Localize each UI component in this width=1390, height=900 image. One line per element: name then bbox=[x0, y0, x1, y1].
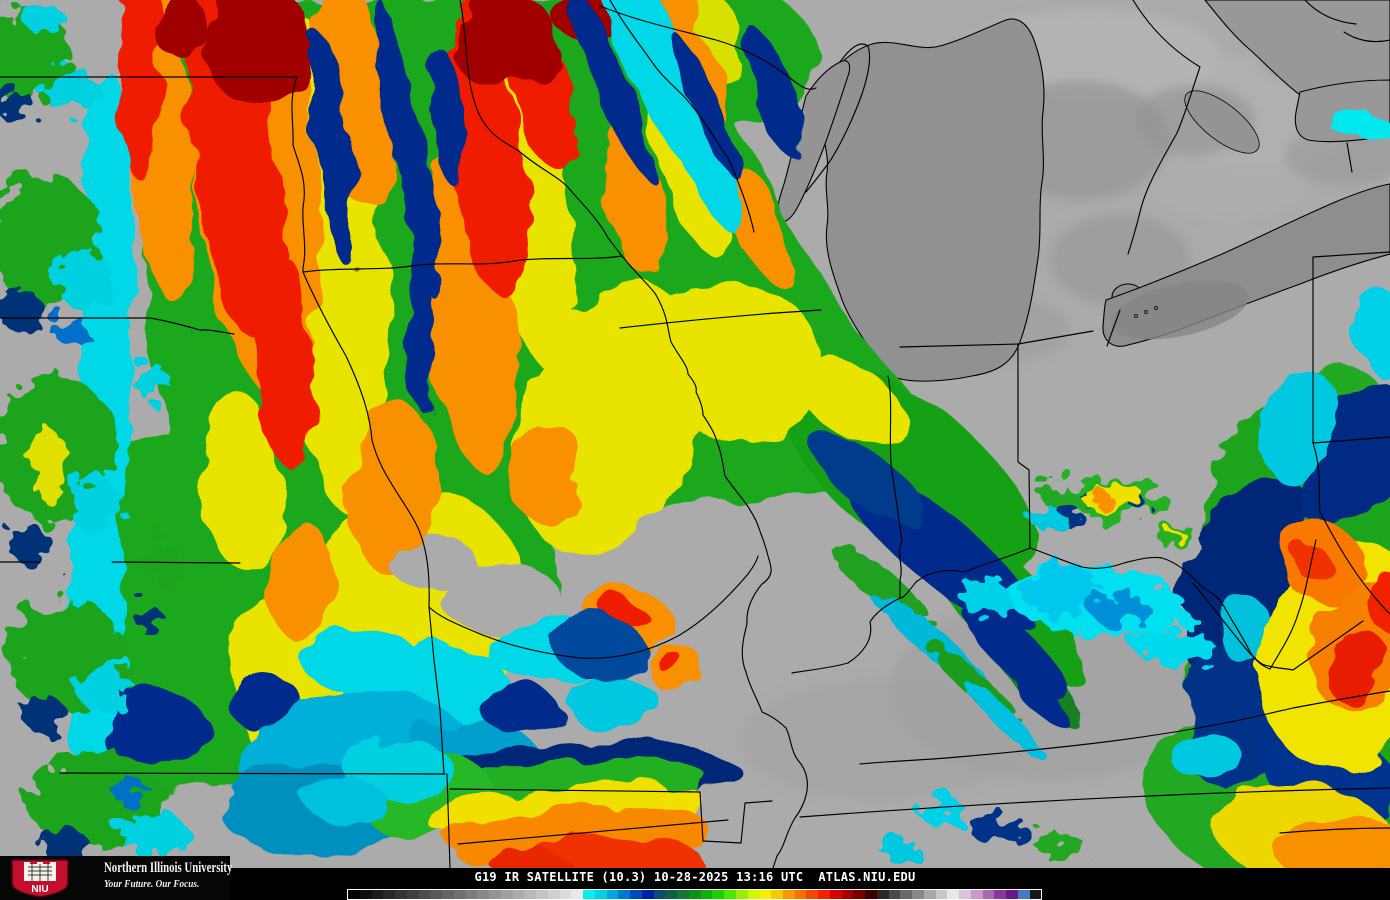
colorbar-segment bbox=[876, 890, 889, 899]
colorbar-segment bbox=[606, 890, 619, 899]
niu-monogram: NIU bbox=[31, 884, 48, 895]
ir-clouds-east-system bbox=[1143, 111, 1390, 895]
colorbar-segment bbox=[724, 890, 736, 899]
lake-erie-islands-icon bbox=[1134, 306, 1158, 318]
colorbar-segment bbox=[841, 890, 854, 899]
colorbar-segment bbox=[959, 890, 971, 899]
colorbar-segment bbox=[547, 890, 560, 899]
colorbar-segment bbox=[853, 890, 865, 899]
colorbar-segment bbox=[1017, 890, 1030, 899]
colorbar-segment bbox=[618, 890, 630, 899]
colorbar-segment bbox=[947, 890, 959, 899]
colorbar-segment bbox=[912, 890, 924, 899]
colorbar bbox=[347, 889, 1042, 900]
colorbar-segment bbox=[348, 890, 360, 899]
footer-bar: G19 IR SATELLITE (10.3) 10-28-2025 13:16… bbox=[0, 868, 1390, 900]
colorbar-segment bbox=[371, 890, 384, 899]
colorbar-segment bbox=[982, 890, 995, 899]
lake-michigan bbox=[818, 18, 1045, 382]
colorbar-segment bbox=[970, 890, 983, 899]
colorbar-segment bbox=[818, 890, 830, 899]
university-name: Northern Illinois University bbox=[104, 860, 233, 876]
colorbar-segment bbox=[630, 890, 642, 899]
colorbar-segment bbox=[571, 890, 583, 899]
colorbar-segment bbox=[735, 890, 748, 899]
colorbar-segment bbox=[759, 890, 771, 899]
green-bay bbox=[776, 60, 851, 223]
colorbar-segment bbox=[935, 890, 948, 899]
colorbar-segment bbox=[430, 890, 442, 899]
colorbar-segment bbox=[594, 890, 607, 899]
colorbar-segment bbox=[677, 890, 689, 899]
colorbar-segment bbox=[465, 890, 478, 899]
lake-erie-dark-patch bbox=[1111, 280, 1249, 340]
colorbar-segment bbox=[641, 890, 654, 899]
colorbar-segment bbox=[477, 890, 489, 899]
colorbar-segment bbox=[700, 890, 713, 899]
colorbar-segment bbox=[524, 890, 536, 899]
colorbar-segment bbox=[806, 890, 818, 899]
colorbar-segment bbox=[500, 890, 513, 899]
colorbar-segment bbox=[583, 890, 595, 899]
colorbar-segment bbox=[994, 890, 1006, 899]
colorbar-segment bbox=[1029, 890, 1042, 899]
colorbar-segment bbox=[1006, 890, 1018, 899]
colorbar-segment bbox=[900, 890, 912, 899]
colorbar-segment bbox=[665, 890, 677, 899]
colorbar-segment bbox=[418, 890, 431, 899]
ir-clouds-bottom-center-system bbox=[305, 741, 740, 887]
colorbar-segment bbox=[653, 890, 666, 899]
colorbar-segment bbox=[383, 890, 395, 899]
colorbar-segment bbox=[782, 890, 795, 899]
colorbar-segment bbox=[865, 890, 877, 899]
colorbar-segment bbox=[829, 890, 842, 899]
colorbar-segment bbox=[712, 890, 724, 899]
colorbar-segment bbox=[559, 890, 572, 899]
ir-clouds-scattered bbox=[831, 477, 1215, 860]
image-caption: G19 IR SATELLITE (10.3) 10-28-2025 13:16… bbox=[474, 870, 916, 884]
colorbar-segment bbox=[747, 890, 760, 899]
colorbar-segment bbox=[406, 890, 419, 899]
colorbar-segment bbox=[771, 890, 783, 899]
colorbar-segment bbox=[359, 890, 372, 899]
colorbar-segment bbox=[453, 890, 466, 899]
state-borders bbox=[0, 0, 1390, 845]
colorbar-segment bbox=[489, 890, 501, 899]
colorbar-segment bbox=[395, 890, 407, 899]
colorbar-segment bbox=[794, 890, 807, 899]
colorbar-segment bbox=[442, 890, 454, 899]
colorbar-segment bbox=[688, 890, 701, 899]
niu-shield-icon: NIU bbox=[11, 859, 69, 898]
colorbar-segment bbox=[888, 890, 901, 899]
colorbar-segment bbox=[536, 890, 548, 899]
saginaw-bay bbox=[1184, 90, 1260, 154]
colorbar-segment bbox=[512, 890, 525, 899]
university-tagline: Your Future. Our Focus. bbox=[104, 879, 200, 890]
niu-logo: NIU Northern Illinois University Your Fu… bbox=[0, 856, 233, 900]
colorbar-segment bbox=[923, 890, 936, 899]
